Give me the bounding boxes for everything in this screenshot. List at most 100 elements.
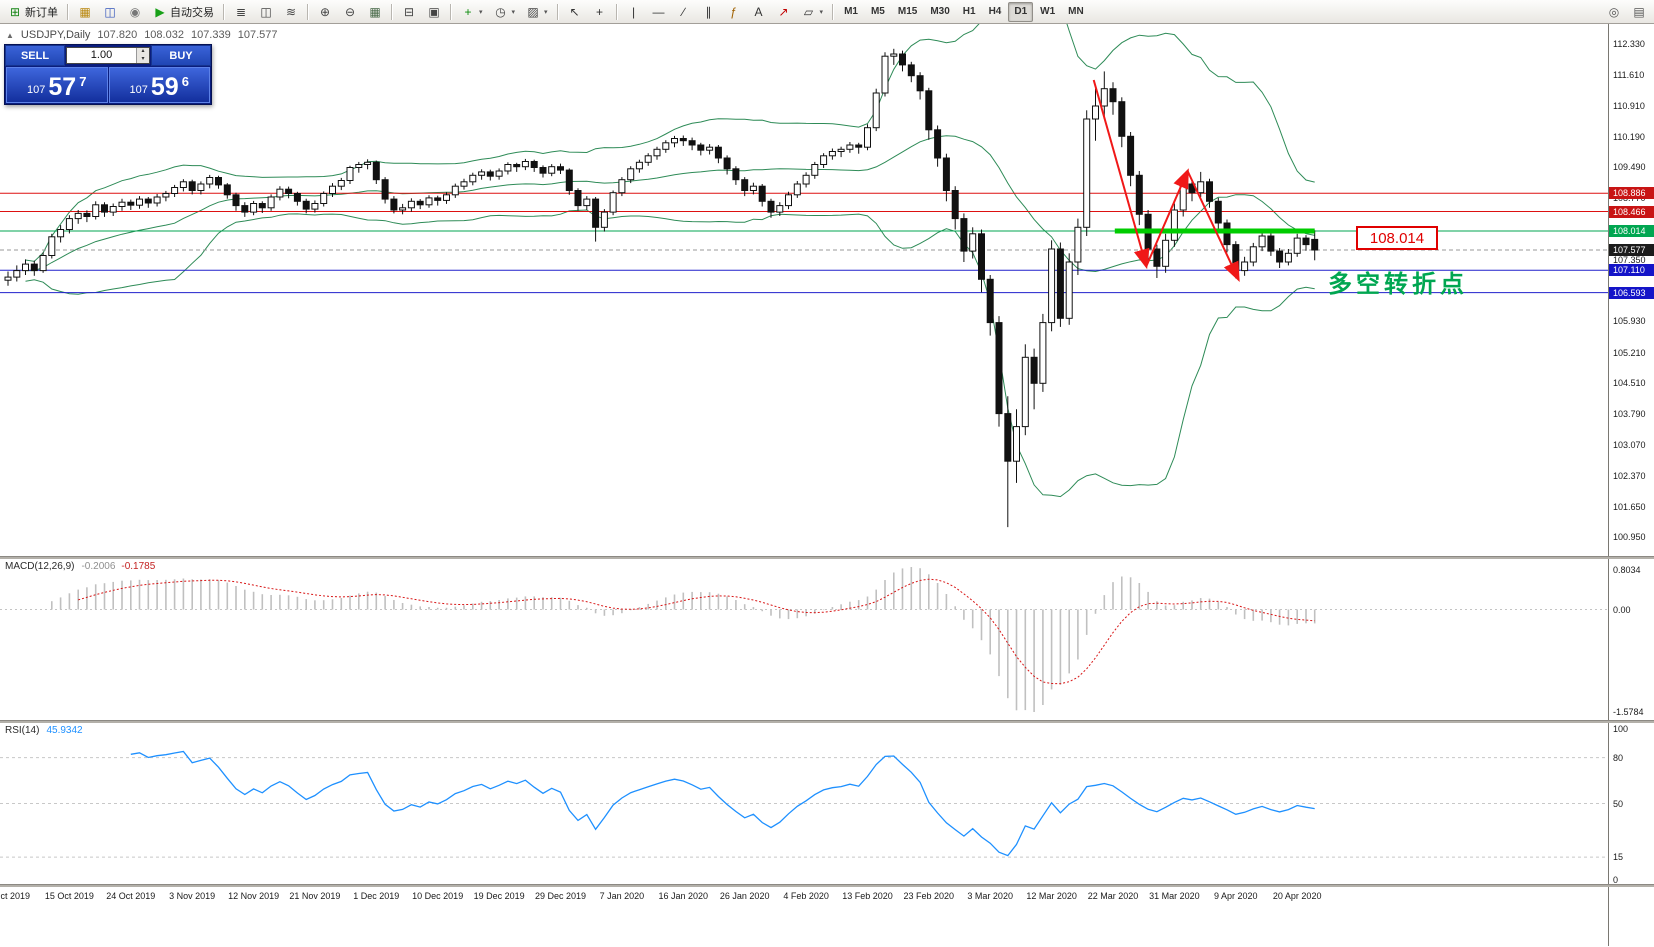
time-axis[interactable]: 6 Oct 2019 15 Oct 2019 24 Oct 2019 3 Nov 20… — [0, 886, 1608, 947]
fibonacci-icon: ƒ — [730, 4, 737, 19]
volume-input[interactable]: 1.00 ▴ ▾ — [66, 47, 150, 64]
crosshair-icon[interactable]: + — [588, 1, 612, 23]
cascade-icon[interactable]: ▣ — [422, 1, 446, 23]
tf-m1-button[interactable]: M1 — [838, 2, 864, 22]
tf-h1-button[interactable]: H1 — [957, 2, 982, 22]
price-axis-label: 50 — [1613, 798, 1624, 809]
candles — [4, 48, 1319, 528]
volume-down-button[interactable]: ▾ — [137, 55, 149, 63]
macd-label: MACD(12,26,9) -0.2006 -0.1785 — [5, 561, 155, 572]
price-axis-badge: 107.110 — [1609, 264, 1654, 277]
toolbar-divider — [223, 3, 225, 20]
main-chart[interactable]: 108.014 多空转折点 — [0, 24, 1608, 556]
price-axis-label: 80 — [1613, 752, 1624, 763]
caret-down-icon: ▾ — [479, 8, 483, 16]
tf-h4-button[interactable]: H4 — [983, 2, 1008, 22]
vertical-line-icon[interactable]: | — [622, 1, 646, 23]
time-axis-label: 9 Apr 2020 — [1214, 891, 1258, 901]
new-order-icon: ⊞ — [9, 4, 21, 19]
time-axis-label: 6 Oct 2019 — [0, 891, 31, 901]
add-indicator-icon: + — [464, 4, 472, 19]
trend-arrow-2[interactable] — [1145, 168, 1189, 267]
bar-low: 107.339 — [190, 29, 231, 41]
trend-arrow-3[interactable] — [1186, 170, 1240, 283]
cursor-icon[interactable]: ↖ — [563, 1, 587, 23]
arrows-icon[interactable]: ↗ — [772, 1, 796, 23]
price-axis[interactable]: 112.330111.610110.910110.190109.490108.7… — [1608, 24, 1654, 946]
tile-windows-icon[interactable]: ▦ — [363, 1, 387, 23]
alerts-icon[interactable]: ◉ — [123, 1, 147, 23]
line-chart-icon[interactable]: ≋ — [279, 1, 303, 23]
tf-mn-button[interactable]: MN — [1062, 2, 1090, 22]
price-axis-label: 0.00 — [1613, 604, 1631, 615]
horizontal-line-icon[interactable]: — — [647, 1, 671, 23]
panel-resize-handle[interactable] — [0, 884, 1654, 887]
fibonacci-icon[interactable]: ƒ — [722, 1, 746, 23]
volume-up-button[interactable]: ▴ — [137, 48, 149, 56]
autotrading-button[interactable]: ▶ 自动交易 — [148, 1, 219, 23]
zoom-out-icon: ⊖ — [344, 4, 356, 19]
text-icon: A — [754, 4, 763, 19]
tf-m30-button[interactable]: M30 — [924, 2, 955, 22]
text-icon[interactable]: A — [747, 1, 771, 23]
price-axis-label: 103.070 — [1613, 440, 1646, 451]
community-icon[interactable]: ▤ — [1627, 1, 1651, 23]
one-click-collapse-icon[interactable]: ▲ — [6, 30, 14, 40]
trendline-icon[interactable]: ∕ — [672, 1, 696, 23]
price-axis-label: 110.190 — [1613, 131, 1645, 142]
panel-resize-handle[interactable] — [0, 556, 1654, 559]
periods-button[interactable]: ◷ ▾ — [489, 1, 521, 23]
profile-icon[interactable]: ◫ — [98, 1, 122, 23]
price-axis-label: 111.610 — [1613, 70, 1645, 81]
buy-button[interactable]: 107 59 6 — [108, 67, 210, 103]
add-indicator-button[interactable]: + ▾ — [456, 1, 488, 23]
annotation-text[interactable]: 多空转折点 — [1328, 270, 1468, 298]
price-axis-label: -1.5784 — [1613, 707, 1644, 717]
caret-down-icon: ▾ — [511, 8, 516, 16]
volume-value[interactable]: 1.00 — [90, 49, 113, 61]
toolbar-divider — [450, 3, 452, 20]
charts-icon[interactable]: ▦ — [73, 1, 97, 23]
bollinger-bands — [25, 24, 1315, 498]
tf-m15-button[interactable]: M15 — [892, 2, 923, 22]
sell-button[interactable]: 107 57 7 — [6, 67, 108, 103]
templates-icon: ▨ — [527, 4, 539, 19]
channel-icon[interactable]: ∥ — [697, 1, 721, 23]
macd-chart[interactable] — [0, 559, 1608, 720]
rsi-chart[interactable] — [0, 723, 1608, 884]
toolbar-divider — [307, 3, 309, 20]
price-axis-badge: 108.014 — [1609, 225, 1654, 237]
tf-m5-button[interactable]: M5 — [865, 2, 891, 22]
cascade-icon: ▣ — [428, 4, 440, 19]
bar-chart-icon[interactable]: ≣ — [229, 1, 253, 23]
charts-icon: ▦ — [79, 4, 91, 19]
price-axis-label: 109.490 — [1613, 162, 1646, 173]
shapes-button[interactable]: ▱ ▾ — [797, 1, 829, 23]
templates-button[interactable]: ▨ ▾ — [521, 1, 553, 23]
vertical-line-icon: | — [631, 4, 636, 19]
zoom-out-icon[interactable]: ⊖ — [338, 1, 362, 23]
price-axis-label: 15 — [1613, 852, 1624, 863]
search-icon[interactable]: ◎ — [1602, 1, 1626, 23]
zoom-in-icon[interactable]: ⊕ — [313, 1, 337, 23]
tf-m15-button-label: M15 — [897, 5, 918, 17]
time-axis-label: 20 Apr 2020 — [1272, 891, 1322, 901]
tf-d1-button[interactable]: D1 — [1008, 1, 1034, 22]
time-axis-label: 12 Mar 2020 — [1026, 891, 1077, 901]
sell-price-frac: 7 — [79, 74, 87, 89]
price-axis-label: 0 — [1613, 875, 1619, 885]
bollinger-middle — [25, 135, 1315, 273]
sell-price-pips: 57 — [48, 73, 77, 101]
one-click-trading-panel: SELL 1.00 ▴ ▾ BUY 107 57 7 107 59 6 — [4, 44, 212, 105]
panel-resize-handle[interactable] — [0, 720, 1654, 723]
price-axis-label: 105.930 — [1613, 316, 1646, 327]
candle-chart-icon[interactable]: ◫ — [254, 1, 278, 23]
arrange-icon[interactable]: ⊟ — [397, 1, 421, 23]
macd-signal-line — [78, 578, 1315, 685]
time-axis-label: 16 Jan 2020 — [658, 891, 709, 901]
trend-arrow-1[interactable] — [1092, 79, 1150, 270]
new-order-button[interactable]: ⊞ 新订单 — [3, 1, 63, 23]
tf-w1-button[interactable]: W1 — [1034, 2, 1061, 22]
price-callout-box[interactable] — [1356, 226, 1438, 250]
toolbar-divider — [556, 3, 559, 20]
